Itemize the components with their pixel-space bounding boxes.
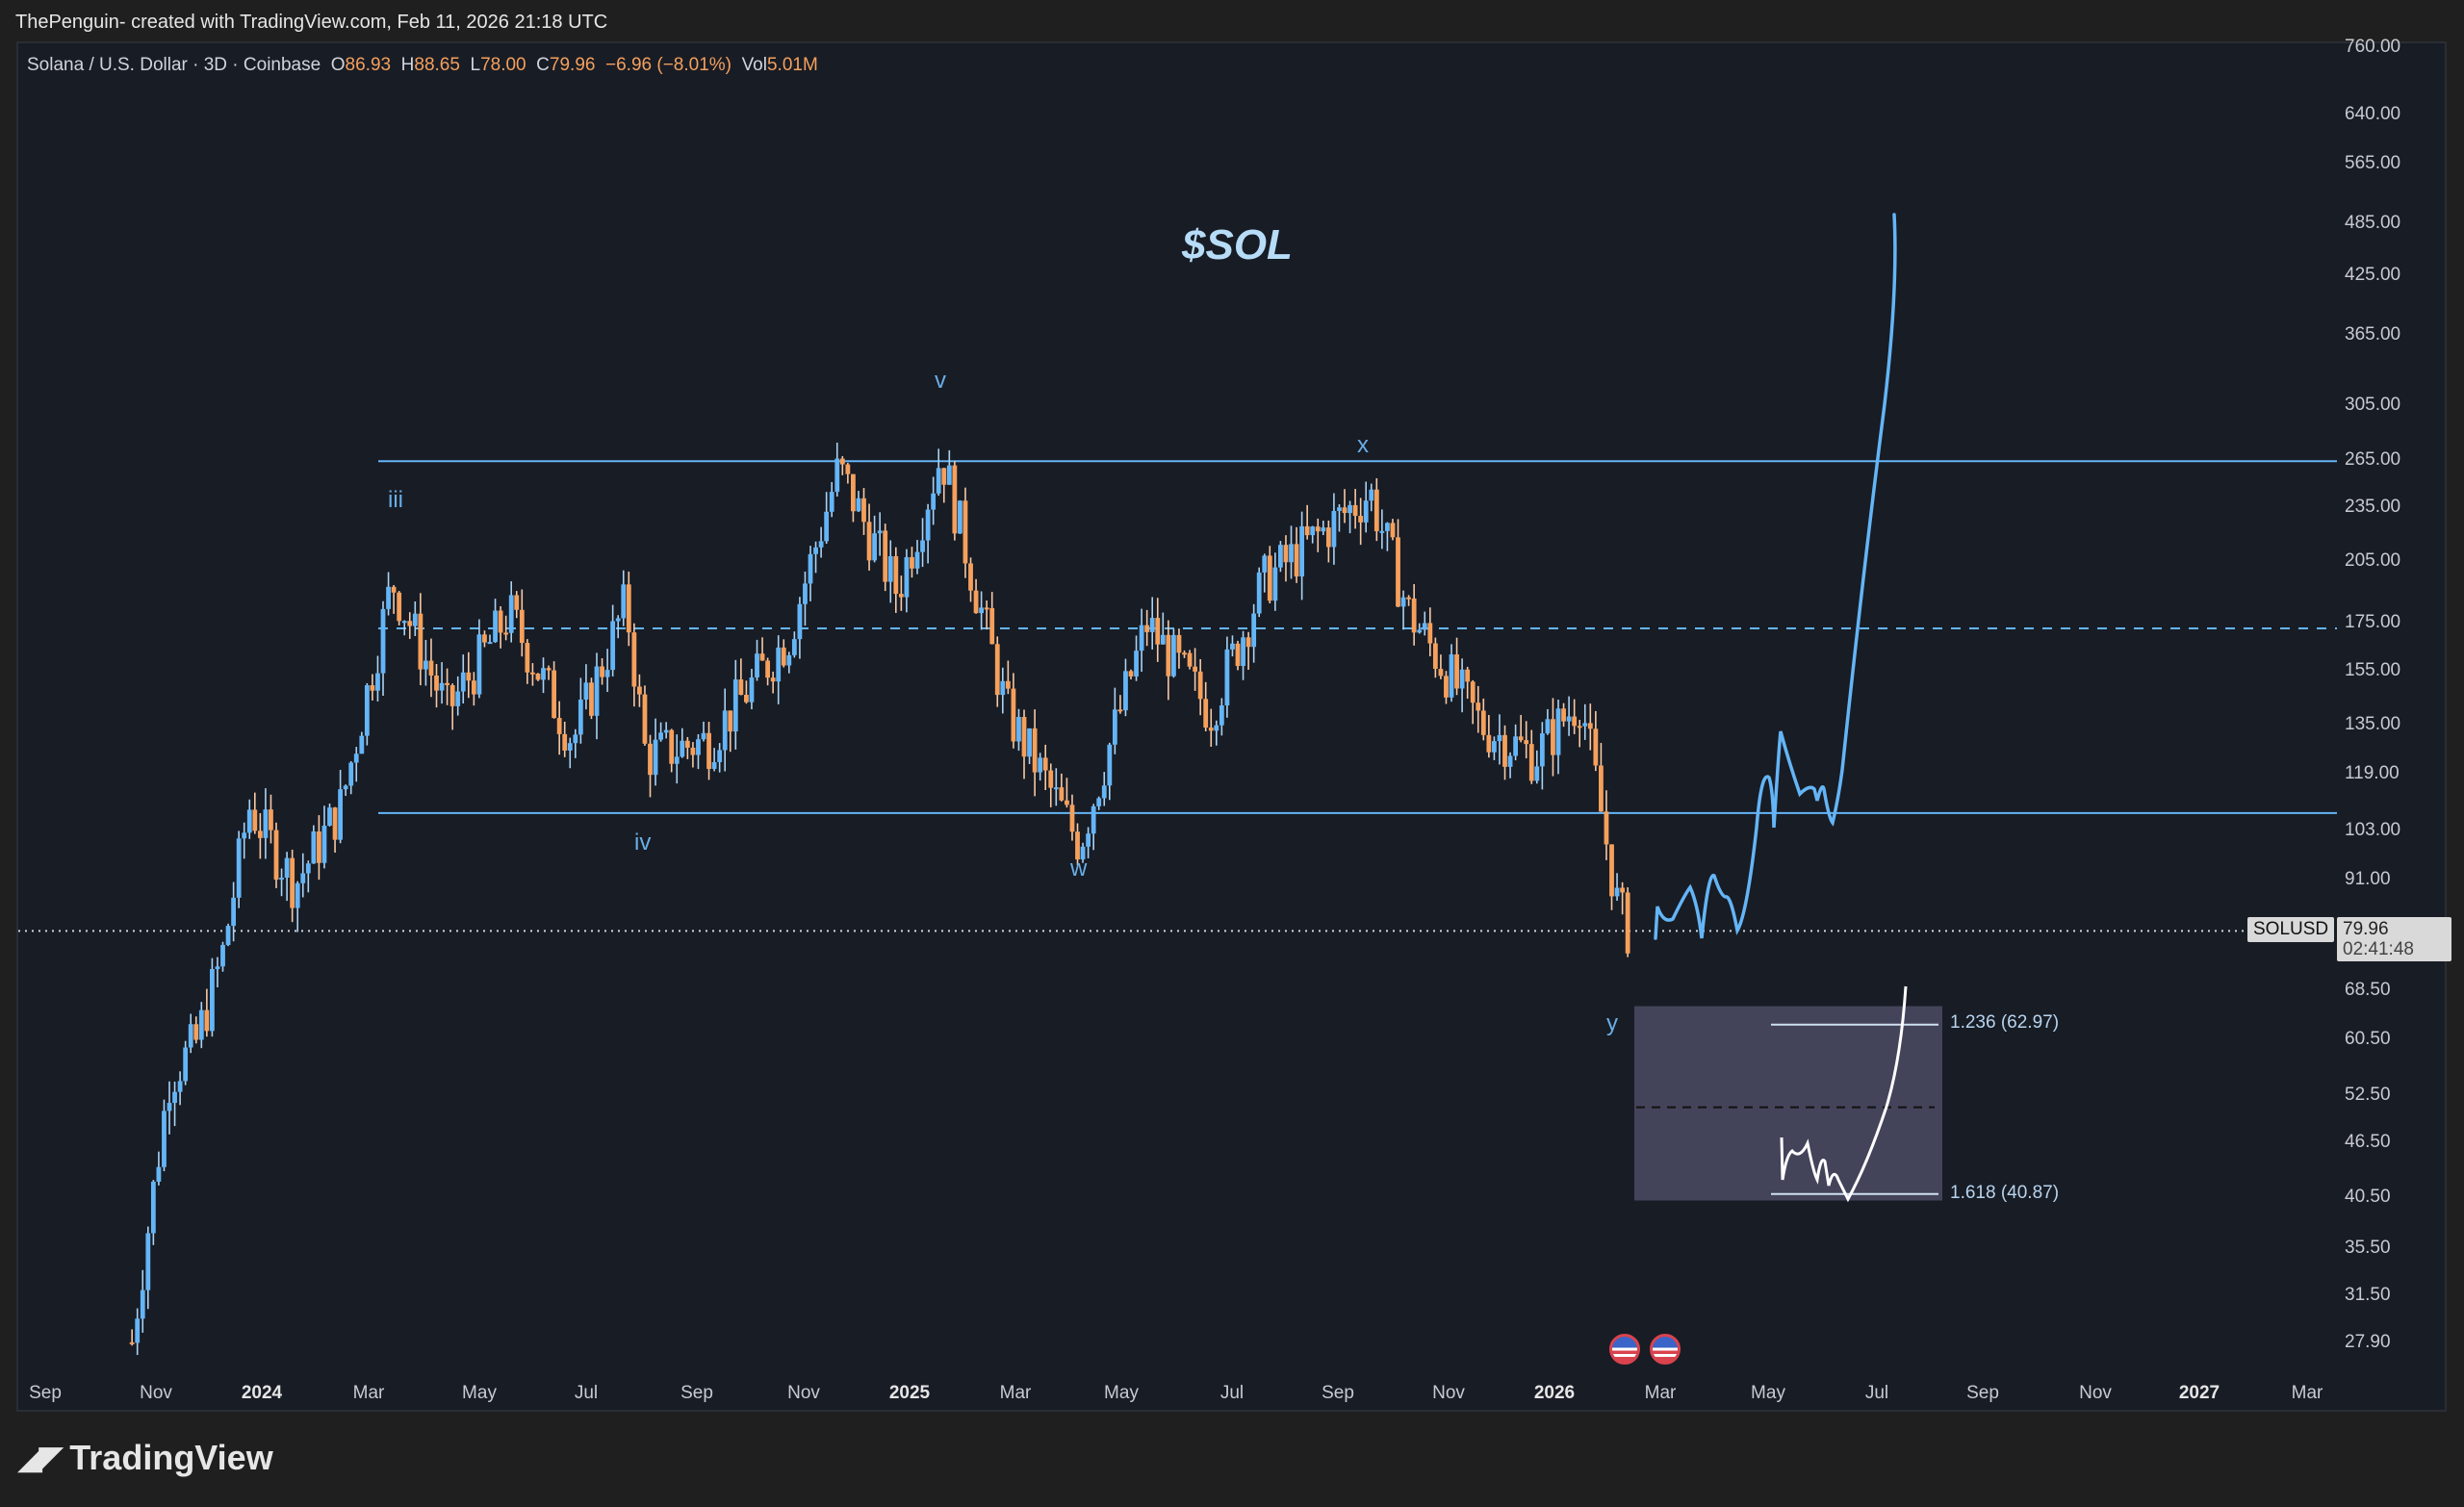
price-tick: 425.00 (2345, 264, 2401, 285)
price-tick: 31.50 (2345, 1284, 2391, 1305)
last-price: 79.96 (2343, 919, 2389, 939)
price-tick: 155.00 (2345, 659, 2401, 680)
price-tick: 565.00 (2345, 152, 2401, 173)
symbol-legend: Solana / U.S. Dollar · 3D · Coinbase O86… (27, 55, 818, 76)
low-label: L (470, 55, 481, 75)
open-label: O (330, 55, 346, 75)
price-tick: 60.50 (2345, 1028, 2391, 1049)
close-value: 79.96 (549, 55, 596, 75)
time-tick: Sep (680, 1383, 713, 1403)
price-tick: 52.50 (2345, 1084, 2391, 1105)
fib-level-1618: 1.618 (40.87) (1950, 1183, 2060, 1203)
price-tick: 175.00 (2345, 612, 2401, 633)
wave-label-y: y (1606, 1010, 1618, 1036)
time-tick: Jul (574, 1383, 599, 1403)
time-tick: 2025 (888, 1383, 931, 1403)
time-tick: Nov (2079, 1383, 2112, 1403)
open-value: 86.93 (345, 55, 392, 75)
price-tick: 265.00 (2345, 449, 2401, 471)
us-economic-event-icon[interactable] (1650, 1334, 1681, 1365)
time-tick: May (1751, 1383, 1785, 1403)
wave-label-iii: iii (388, 487, 403, 513)
time-tick: May (1104, 1383, 1139, 1403)
time-tick: 2027 (2178, 1383, 2220, 1403)
time-tick: Nov (140, 1383, 172, 1403)
time-tick: May (462, 1383, 497, 1403)
price-tick: 40.50 (2345, 1186, 2391, 1207)
chart-pane[interactable] (16, 41, 2447, 1412)
price-tick: 35.50 (2345, 1238, 2391, 1259)
time-tick: 2024 (241, 1383, 283, 1403)
time-tick: Sep (29, 1383, 62, 1403)
chart-credit: ThePenguin- created with TradingView.com… (15, 12, 608, 33)
alt-scenario-path (1780, 985, 1908, 1203)
tradingview-logo[interactable]: ◢◤ TradingView (17, 1438, 273, 1478)
price-tick: 760.00 (2345, 37, 2401, 57)
high-value: 88.65 (414, 55, 460, 75)
price-tick: 235.00 (2345, 497, 2401, 518)
price-tick: 135.00 (2345, 714, 2401, 734)
price-tick: 103.00 (2345, 820, 2401, 841)
price-tick: 91.00 (2345, 868, 2391, 889)
time-tick: 2026 (1533, 1383, 1576, 1403)
price-tick: 68.50 (2345, 980, 2391, 1001)
time-tick: Sep (1322, 1383, 1354, 1403)
vol-label: Vol (741, 55, 767, 75)
symbol-name: Solana / U.S. Dollar · 3D · Coinbase (27, 55, 321, 75)
wave-label-iv: iv (634, 830, 652, 856)
brand-name: TradingView (69, 1438, 273, 1477)
bar-countdown: 02:41:48 (2343, 939, 2414, 959)
price-tick: 27.90 (2345, 1332, 2391, 1353)
tradingview-logo-icon: ◢◤ (17, 1440, 64, 1476)
time-tick: Nov (1432, 1383, 1465, 1403)
low-value: 78.00 (480, 55, 526, 75)
wave-label-v: v (935, 368, 946, 394)
symbol-price-badge: SOLUSD (2247, 917, 2335, 942)
last-price-badge: 79.96 02:41:48 (2337, 917, 2451, 961)
time-tick: Jul (1219, 1383, 1245, 1403)
time-tick: Mar (352, 1383, 385, 1403)
time-tick: Nov (787, 1383, 820, 1403)
time-tick: Mar (999, 1383, 1032, 1403)
wave-label-w: w (1070, 856, 1088, 881)
time-tick: Mar (1644, 1383, 1677, 1403)
price-tick: 119.00 (2345, 763, 2400, 784)
time-tick: Sep (1966, 1383, 1999, 1403)
fib-level-1236: 1.236 (62.97) (1950, 1012, 2060, 1033)
time-tick: Mar (2291, 1383, 2323, 1403)
vol-value: 5.01M (766, 55, 818, 75)
price-tick: 365.00 (2345, 323, 2401, 345)
price-tick: 205.00 (2345, 549, 2401, 571)
price-tick: 485.00 (2345, 212, 2401, 233)
projection-path (1654, 213, 1897, 940)
time-tick: Jul (1864, 1383, 1889, 1403)
wave-label-x: x (1357, 432, 1369, 458)
price-tick: 46.50 (2345, 1132, 2391, 1153)
price-tick: 305.00 (2345, 394, 2401, 415)
chart-title-annotation: $SOL (1182, 221, 1293, 268)
change-value: −6.96 (−8.01%) (605, 55, 732, 75)
high-label: H (400, 55, 415, 75)
price-tick: 640.00 (2345, 104, 2401, 124)
us-economic-event-icon[interactable] (1609, 1334, 1640, 1365)
fib-target-zone (1634, 1006, 1942, 1201)
close-label: C (536, 55, 550, 75)
